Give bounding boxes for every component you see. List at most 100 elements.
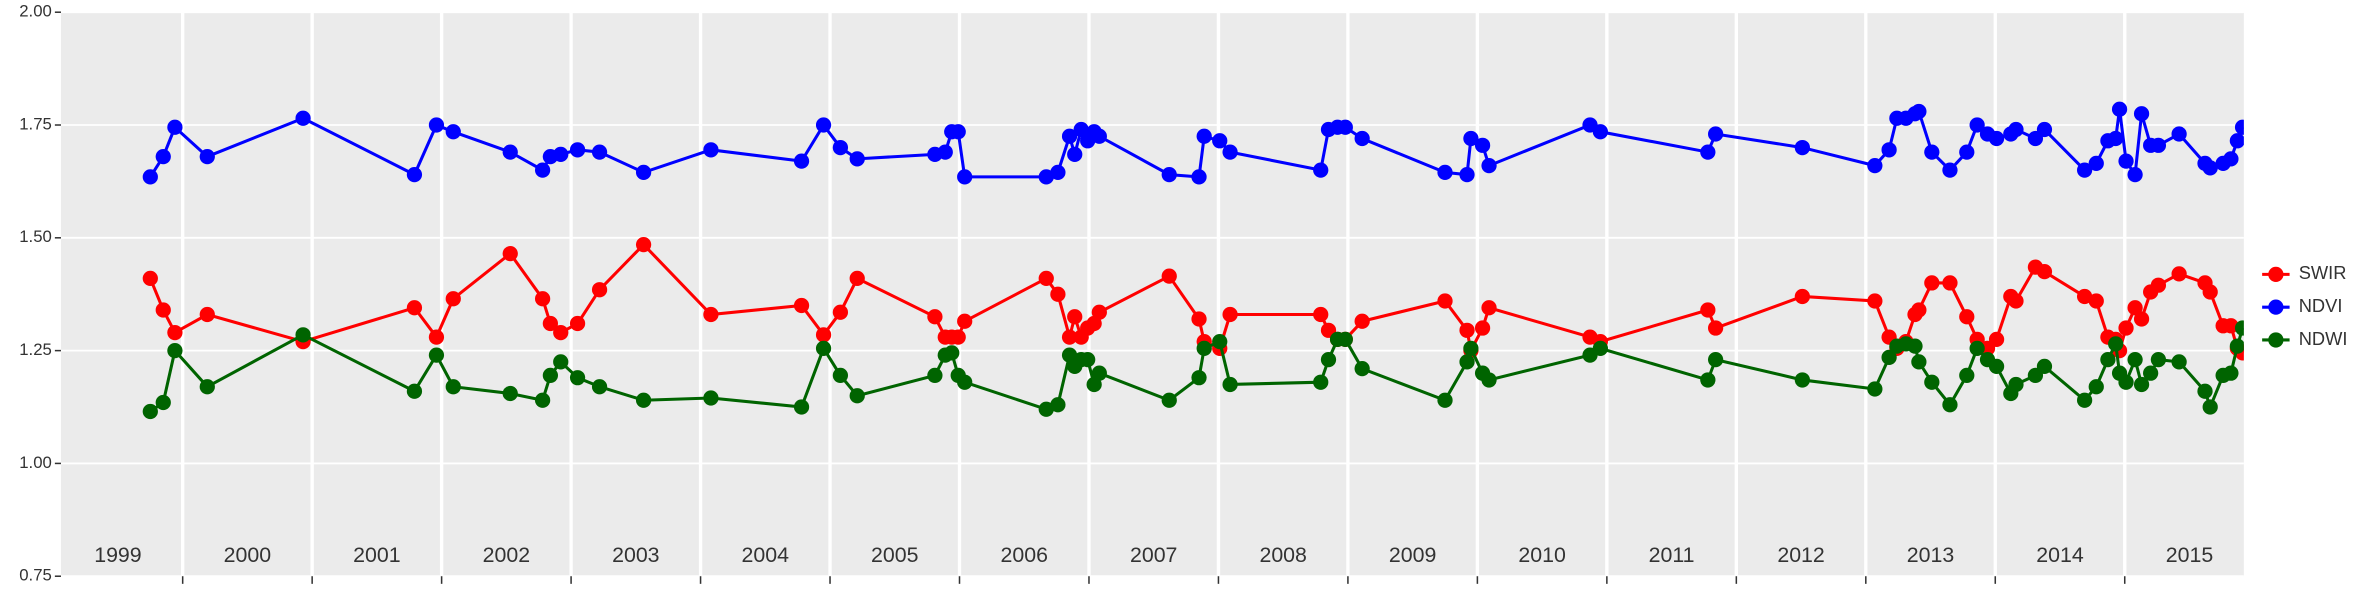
year-label: 2010 — [1518, 543, 1566, 567]
legend-label: NDWI — [2299, 328, 2348, 349]
point — [1969, 340, 1985, 356]
point — [1073, 121, 1089, 138]
point — [2118, 153, 2134, 169]
point — [1320, 352, 1337, 368]
point — [1196, 128, 1212, 144]
point — [445, 124, 461, 140]
point — [2234, 320, 2244, 336]
point — [1700, 302, 1716, 318]
point — [502, 245, 518, 262]
legend-dot — [2268, 332, 2284, 348]
legend-label: SWIR — [2299, 262, 2347, 283]
point — [1881, 349, 1897, 366]
point — [502, 385, 518, 402]
point — [1437, 392, 1453, 408]
y-tick-label: 2.00 — [19, 2, 52, 21]
point — [295, 110, 311, 126]
point — [1463, 340, 1479, 356]
point — [2229, 338, 2244, 354]
point — [2150, 352, 2167, 368]
point — [1463, 130, 1479, 147]
point — [1222, 306, 1238, 323]
point — [1959, 367, 1975, 384]
point — [2197, 383, 2213, 399]
point — [1592, 124, 1609, 140]
point — [815, 340, 832, 356]
point — [1907, 338, 1923, 354]
point — [1794, 139, 1810, 156]
point — [1038, 270, 1054, 287]
point — [1592, 340, 1609, 356]
point — [2150, 137, 2167, 153]
point — [591, 379, 608, 395]
point — [1942, 397, 1958, 413]
point — [1437, 293, 1453, 309]
series-group — [142, 236, 2244, 361]
point — [1061, 329, 1078, 345]
point — [1067, 309, 1083, 325]
point — [832, 304, 849, 320]
point — [2127, 352, 2143, 368]
point — [2223, 365, 2239, 381]
point — [534, 392, 551, 408]
point — [1911, 302, 1927, 318]
point — [428, 117, 445, 133]
point — [1212, 333, 1228, 350]
point — [542, 315, 558, 332]
point — [1988, 331, 2005, 347]
point — [406, 383, 423, 399]
point — [1474, 320, 1491, 336]
year-label: 2015 — [2166, 543, 2213, 567]
point — [1437, 164, 1453, 181]
plot-background — [60, 12, 2244, 577]
y-tick-label: 1.75 — [19, 114, 52, 133]
point — [2076, 288, 2093, 305]
point — [635, 164, 652, 181]
point — [950, 329, 966, 345]
point — [2143, 365, 2159, 381]
year-label: 2000 — [224, 543, 272, 567]
point — [1191, 370, 1207, 386]
point — [2088, 379, 2104, 395]
point — [1313, 374, 1329, 390]
point — [703, 390, 719, 406]
legend-label: NDVI — [2299, 295, 2343, 316]
point — [1038, 401, 1054, 417]
point — [2150, 277, 2167, 293]
point — [1700, 144, 1716, 160]
point — [1707, 352, 1724, 368]
point — [534, 162, 551, 178]
point — [199, 306, 215, 323]
point — [1313, 306, 1329, 323]
point — [957, 169, 973, 185]
point — [1354, 313, 1370, 329]
year-label: 2006 — [1001, 543, 1048, 567]
year-label: 2009 — [1389, 543, 1436, 567]
point — [1794, 372, 1810, 388]
point — [1924, 275, 1940, 291]
y-tick-label: 1.00 — [19, 453, 52, 472]
point — [849, 388, 865, 404]
point — [1337, 119, 1353, 135]
point — [1867, 381, 1883, 397]
point — [2223, 151, 2239, 167]
year-label: 2004 — [742, 543, 790, 567]
point — [2036, 264, 2053, 280]
year-label: 2008 — [1259, 543, 1306, 567]
legend: SWIR NDVI NDWI — [2262, 262, 2347, 349]
year-label: 2007 — [1130, 543, 1177, 567]
year-label: 2011 — [1649, 543, 1695, 567]
point — [199, 379, 215, 395]
point — [2108, 130, 2124, 147]
point — [849, 151, 865, 167]
point — [1459, 354, 1475, 370]
point — [2088, 293, 2104, 309]
point — [142, 270, 158, 287]
point — [142, 169, 158, 185]
point — [1212, 133, 1228, 149]
point — [2008, 376, 2024, 393]
year-label: 2003 — [612, 543, 659, 567]
point — [793, 153, 810, 169]
point — [1050, 397, 1066, 413]
point — [445, 379, 461, 395]
